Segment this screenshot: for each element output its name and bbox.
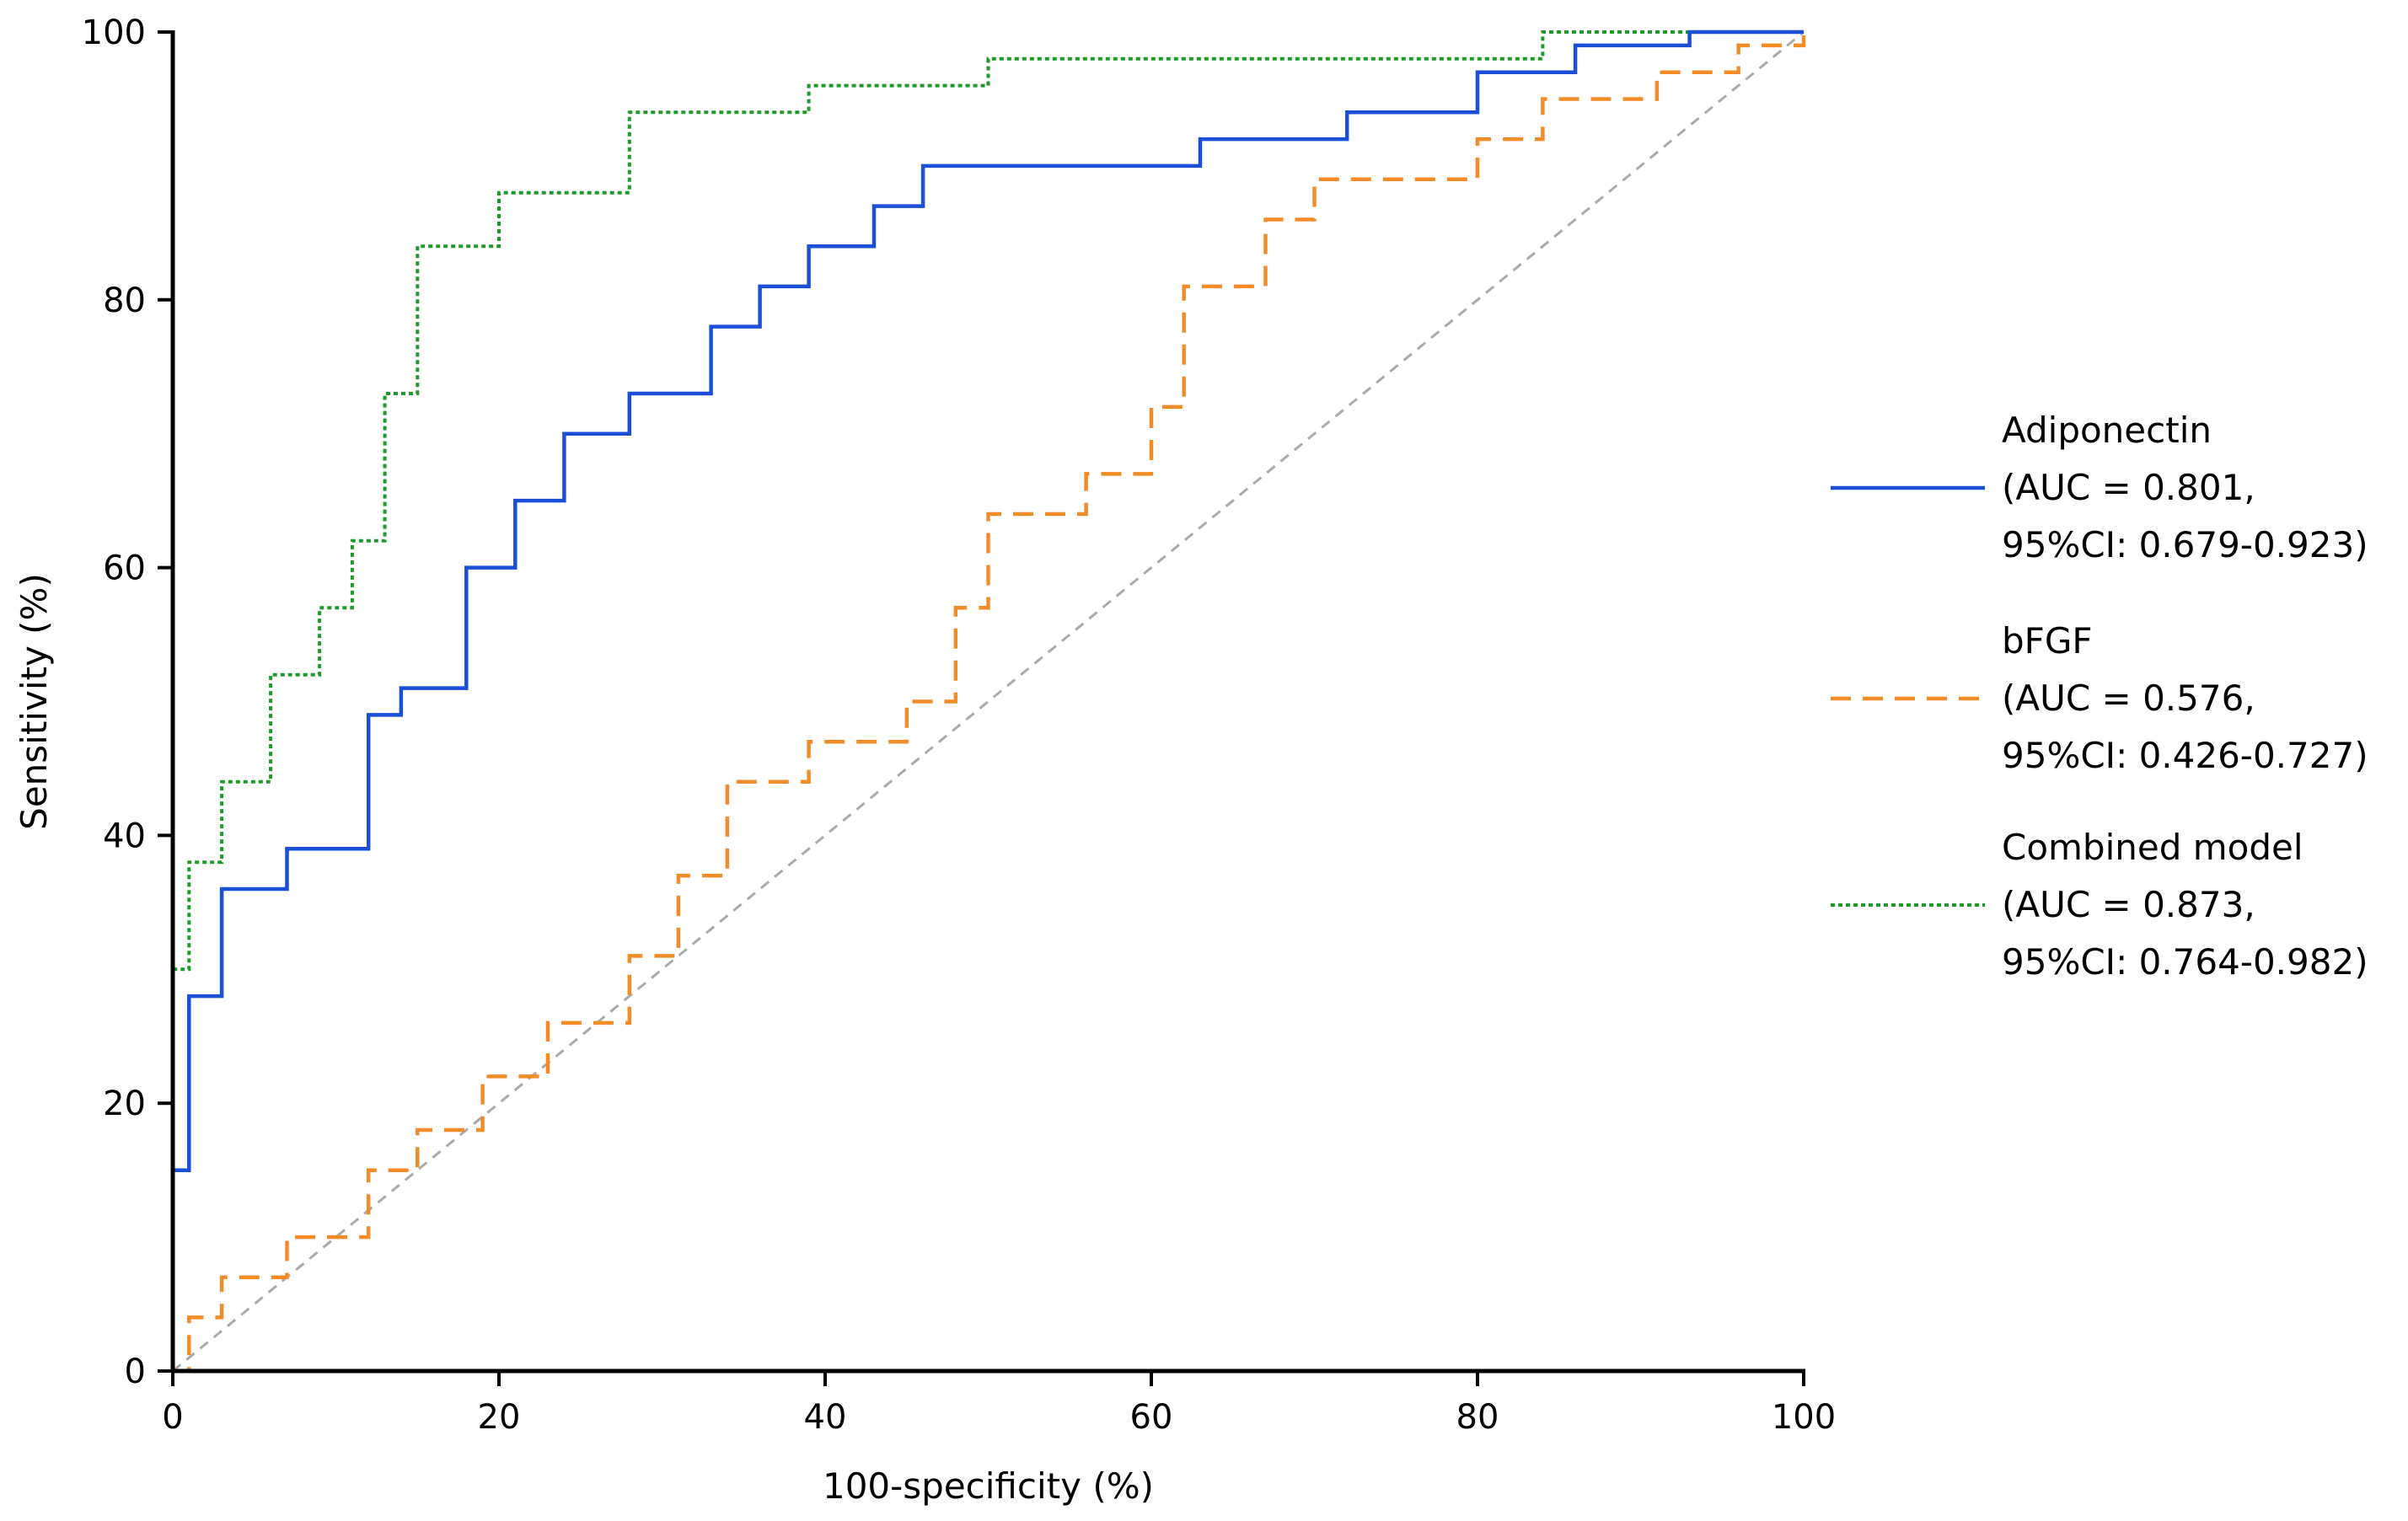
series-line-0 xyxy=(170,29,1804,1371)
y-tick-label-1: 20 xyxy=(103,1085,146,1123)
legend-label-0-2: 95%CI: 0.679-0.923) xyxy=(2002,524,2368,565)
x-tick-label-0: 0 xyxy=(162,1398,183,1437)
legend-label-2-0: Combined model xyxy=(2002,827,2303,868)
legend-label-0-0: Adiponectin xyxy=(2002,410,2212,451)
series-line-1 xyxy=(173,32,1806,1374)
series-line-2 xyxy=(171,30,1804,1371)
legend-label-0-1: (AUC = 0.801, xyxy=(2002,467,2255,508)
x-tick-label-5: 100 xyxy=(1772,1398,1836,1437)
y-tick-label-0: 0 xyxy=(125,1352,146,1391)
plot-area xyxy=(170,29,1806,1374)
y-tick-label-4: 80 xyxy=(103,281,146,320)
x-tick-label-1: 20 xyxy=(478,1398,521,1437)
legend-label-1-2: 95%CI: 0.426-0.727) xyxy=(2002,735,2368,776)
legend-label-1-1: (AUC = 0.576, xyxy=(2002,677,2255,719)
y-tick-label-5: 100 xyxy=(82,13,146,52)
y-tick-label-2: 40 xyxy=(103,817,146,855)
legend: Adiponectin (AUC = 0.801, 95%CI: 0.679-0.9… xyxy=(1831,410,2368,983)
ticks: 0 20 40 60 80 100 0 20 40 60 80 100 xyxy=(82,13,1837,1437)
x-tick-label-3: 60 xyxy=(1130,1398,1173,1437)
legend-label-2-2: 95%CI: 0.764-0.982) xyxy=(2002,941,2368,983)
y-tick-label-3: 60 xyxy=(103,549,146,588)
x-tick-label-4: 80 xyxy=(1456,1398,1499,1437)
reference-diagonal-line xyxy=(172,30,1805,1373)
axes xyxy=(170,30,1805,1374)
legend-label-1-0: bFGF xyxy=(2002,620,2093,661)
y-axis-title: Sensitivity (%) xyxy=(13,573,55,830)
legend-label-2-1: (AUC = 0.873, xyxy=(2002,884,2255,925)
x-axis-title: 100-specificity (%) xyxy=(823,1465,1154,1507)
x-tick-label-2: 40 xyxy=(804,1398,847,1437)
